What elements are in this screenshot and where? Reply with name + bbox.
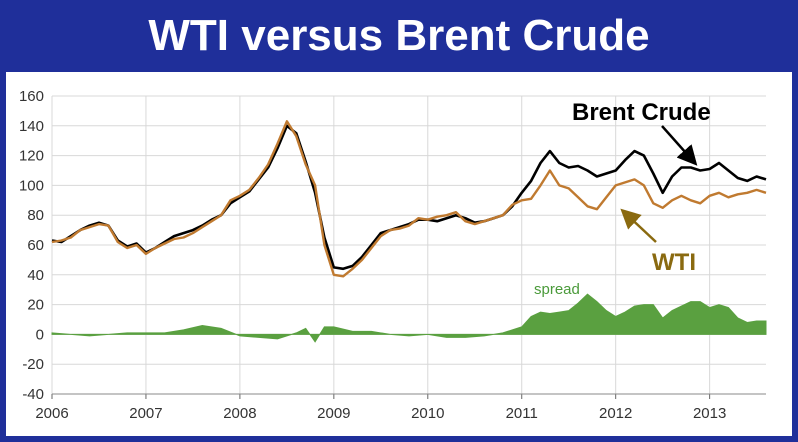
brent-label: Brent Crude	[572, 99, 711, 126]
wti-label: WTI	[652, 249, 696, 276]
wti-arrow	[620, 208, 657, 243]
x-tick-label: 2010	[411, 405, 444, 422]
y-tick-label: -20	[22, 356, 44, 373]
plot-panel: 160 140 120 100 80 60 40 20 0 -20 -40 2006 2007 2008…	[6, 72, 792, 436]
chart-title: WTI versus Brent Crude	[148, 11, 650, 60]
y-tick-label: 80	[27, 207, 44, 224]
y-tick-label: 0	[36, 326, 44, 343]
y-axis-ticks: 160 140 120 100 80 60 40 20 0 -20 -40	[19, 88, 44, 403]
x-tick-label: 2012	[599, 405, 632, 422]
annotations: Brent Crude WTI spread	[534, 99, 711, 298]
spread-label: spread	[534, 281, 580, 298]
wti-line	[51, 120, 767, 278]
series-group	[51, 120, 767, 343]
spread-area	[51, 293, 767, 343]
brent-arrow	[661, 125, 698, 166]
y-tick-label: 20	[27, 297, 44, 314]
x-tick-label: 2008	[223, 405, 256, 422]
y-tick-label: 60	[27, 237, 44, 254]
y-tick-label: -40	[22, 386, 44, 403]
y-tick-label: 40	[27, 267, 44, 284]
y-tick-label: 160	[19, 88, 44, 105]
y-tick-label: 120	[19, 148, 44, 165]
x-axis-ticks: 2006 2007 2008 2009 2010 2011 2012 2013	[35, 405, 726, 422]
x-tick-label: 2009	[317, 405, 350, 422]
chart-svg: 160 140 120 100 80 60 40 20 0 -20 -40 2006 2007 2008…	[19, 88, 767, 422]
x-tick-label: 2011	[506, 405, 538, 422]
y-tick-label: 100	[19, 177, 44, 194]
y-tick-label: 140	[19, 118, 44, 135]
grid-lines	[51, 95, 766, 399]
x-tick-label: 2013	[693, 405, 726, 422]
x-tick-label: 2006	[35, 405, 68, 422]
x-tick-label: 2007	[129, 405, 162, 422]
